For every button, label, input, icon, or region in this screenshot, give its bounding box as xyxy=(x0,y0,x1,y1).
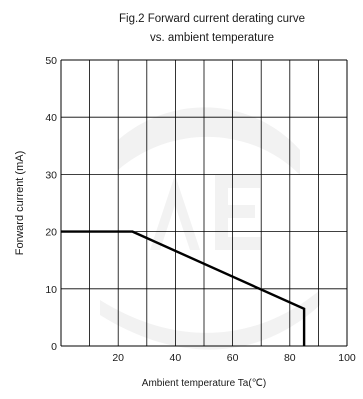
y-tick-label: 20 xyxy=(45,227,57,239)
y-tick-label: 0 xyxy=(51,341,57,353)
watermark-letter xyxy=(215,175,262,250)
chart-subtitle: vs. ambient temperature xyxy=(150,32,274,44)
y-tick-label: 10 xyxy=(45,284,57,296)
x-tick-label: 100 xyxy=(338,352,356,364)
x-tick-label: 20 xyxy=(112,352,124,364)
y-tick-label: 30 xyxy=(45,169,57,181)
x-axis-label: Ambient temperature Ta(℃) xyxy=(142,378,266,389)
x-tick-label: 60 xyxy=(227,352,239,364)
x-tick-label: 80 xyxy=(284,352,296,364)
watermark-arc xyxy=(100,290,320,350)
y-tick-label: 50 xyxy=(45,55,57,67)
y-axis-label: Forward current (mA) xyxy=(14,151,26,256)
watermark-logo xyxy=(100,107,320,349)
y-tick-label: 40 xyxy=(45,112,57,124)
chart-title: Fig.2 Forward current derating curve xyxy=(119,13,305,25)
y-axis-ticks: 0 10 20 30 40 50 xyxy=(45,55,57,353)
x-tick-label: 40 xyxy=(170,352,182,364)
x-axis-ticks: 20 40 60 80 100 xyxy=(112,352,356,364)
